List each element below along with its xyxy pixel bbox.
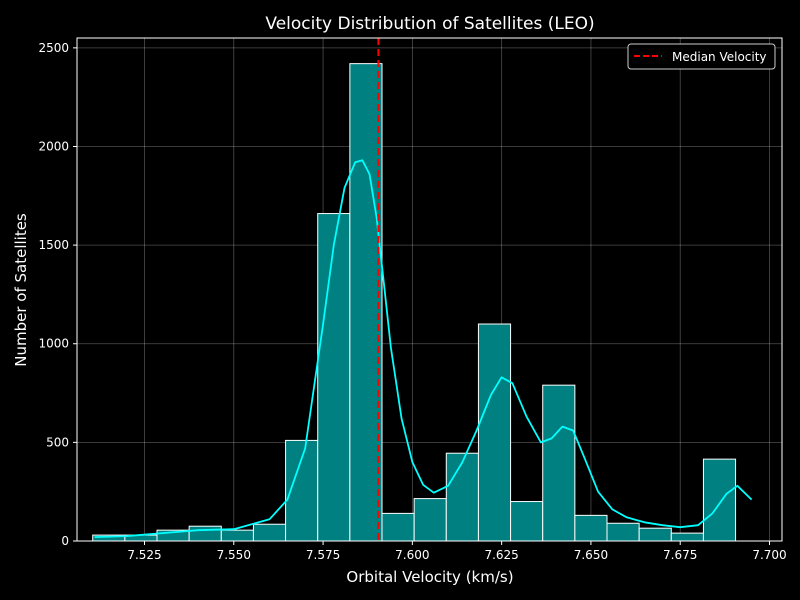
chart-title: Velocity Distribution of Satellites (LEO… (265, 14, 594, 34)
x-tick-label: 7.550 (217, 548, 251, 562)
histogram-bar (606, 522, 640, 542)
legend-median-label: Median Velocity (672, 50, 767, 64)
kde-curve-group (94, 159, 753, 538)
histogram-bar (317, 213, 351, 542)
y-tick-label: 2500 (38, 41, 69, 55)
y-tick-label: 1000 (38, 337, 69, 351)
histogram-bar (574, 514, 608, 542)
histogram-bar (670, 532, 704, 542)
kde-curve (94, 159, 753, 538)
ticks: 7.525 7.550 7.575 7.600 7.625 7.650 7.675 7.700… (38, 41, 786, 562)
x-tick-label: 7.600 (395, 548, 429, 562)
x-axis-label: Orbital Velocity (km/s) (346, 568, 513, 586)
x-tick-label: 7.650 (574, 548, 608, 562)
histogram-bar (220, 529, 254, 542)
x-tick-label: 7.575 (306, 548, 340, 562)
legend: Median Velocity (627, 43, 776, 70)
legend-box (627, 43, 776, 70)
x-tick-label: 7.700 (752, 548, 786, 562)
x-tick-label: 7.675 (663, 548, 697, 562)
histogram-bar (413, 498, 447, 542)
histogram-bar (510, 501, 544, 542)
histogram-bar (252, 523, 287, 542)
histogram-bar (381, 512, 415, 542)
x-tick-label: 7.525 (127, 548, 161, 562)
histogram-bar (445, 452, 479, 542)
histogram-bar (638, 527, 672, 542)
x-tick-label: 7.625 (484, 548, 518, 562)
histogram-bar (188, 525, 222, 542)
histogram-bar (702, 458, 737, 542)
y-tick-label: 2000 (38, 139, 69, 153)
y-tick-label: 1500 (38, 238, 69, 252)
y-axis-label: Number of Satellites (12, 213, 30, 367)
axes (76, 37, 783, 542)
histogram-bar (477, 323, 512, 542)
y-tick-label: 0 (61, 534, 69, 548)
histogram-bar (542, 384, 576, 542)
histogram-bar (349, 63, 383, 542)
plot-frame (76, 37, 783, 542)
y-tick-label: 500 (46, 435, 69, 449)
